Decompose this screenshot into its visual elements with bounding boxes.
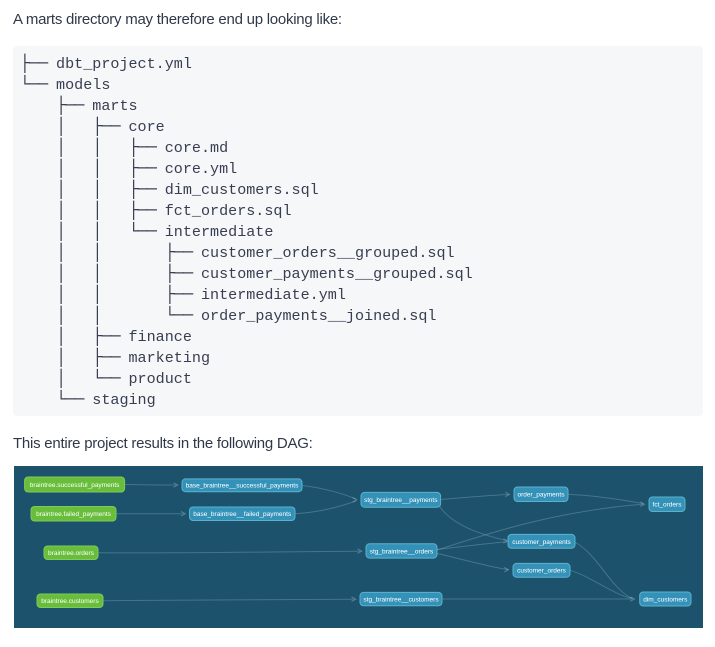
svg-text:dim_customers: dim_customers bbox=[643, 596, 688, 603]
svg-text:fct_orders: fct_orders bbox=[653, 501, 683, 508]
svg-text:braintree.successful_payments: braintree.successful_payments bbox=[30, 482, 120, 489]
svg-text:order_payments: order_payments bbox=[518, 491, 566, 498]
svg-text:stg_braintree__orders: stg_braintree__orders bbox=[370, 548, 434, 555]
svg-text:stg_braintree__payments: stg_braintree__payments bbox=[364, 497, 438, 504]
svg-text:customer_orders: customer_orders bbox=[517, 568, 567, 575]
svg-text:base_braintree__successful_pay: base_braintree__successful_payments bbox=[186, 483, 299, 490]
svg-text:braintree.failed_payments: braintree.failed_payments bbox=[36, 511, 112, 518]
svg-text:stg_braintree__customers: stg_braintree__customers bbox=[363, 596, 439, 603]
svg-text:braintree.orders: braintree.orders bbox=[48, 550, 95, 557]
svg-text:customer_payments: customer_payments bbox=[512, 539, 571, 546]
svg-text:braintree.customers: braintree.customers bbox=[41, 598, 99, 605]
svg-text:base_braintree__failed_payment: base_braintree__failed_payments bbox=[193, 511, 292, 518]
